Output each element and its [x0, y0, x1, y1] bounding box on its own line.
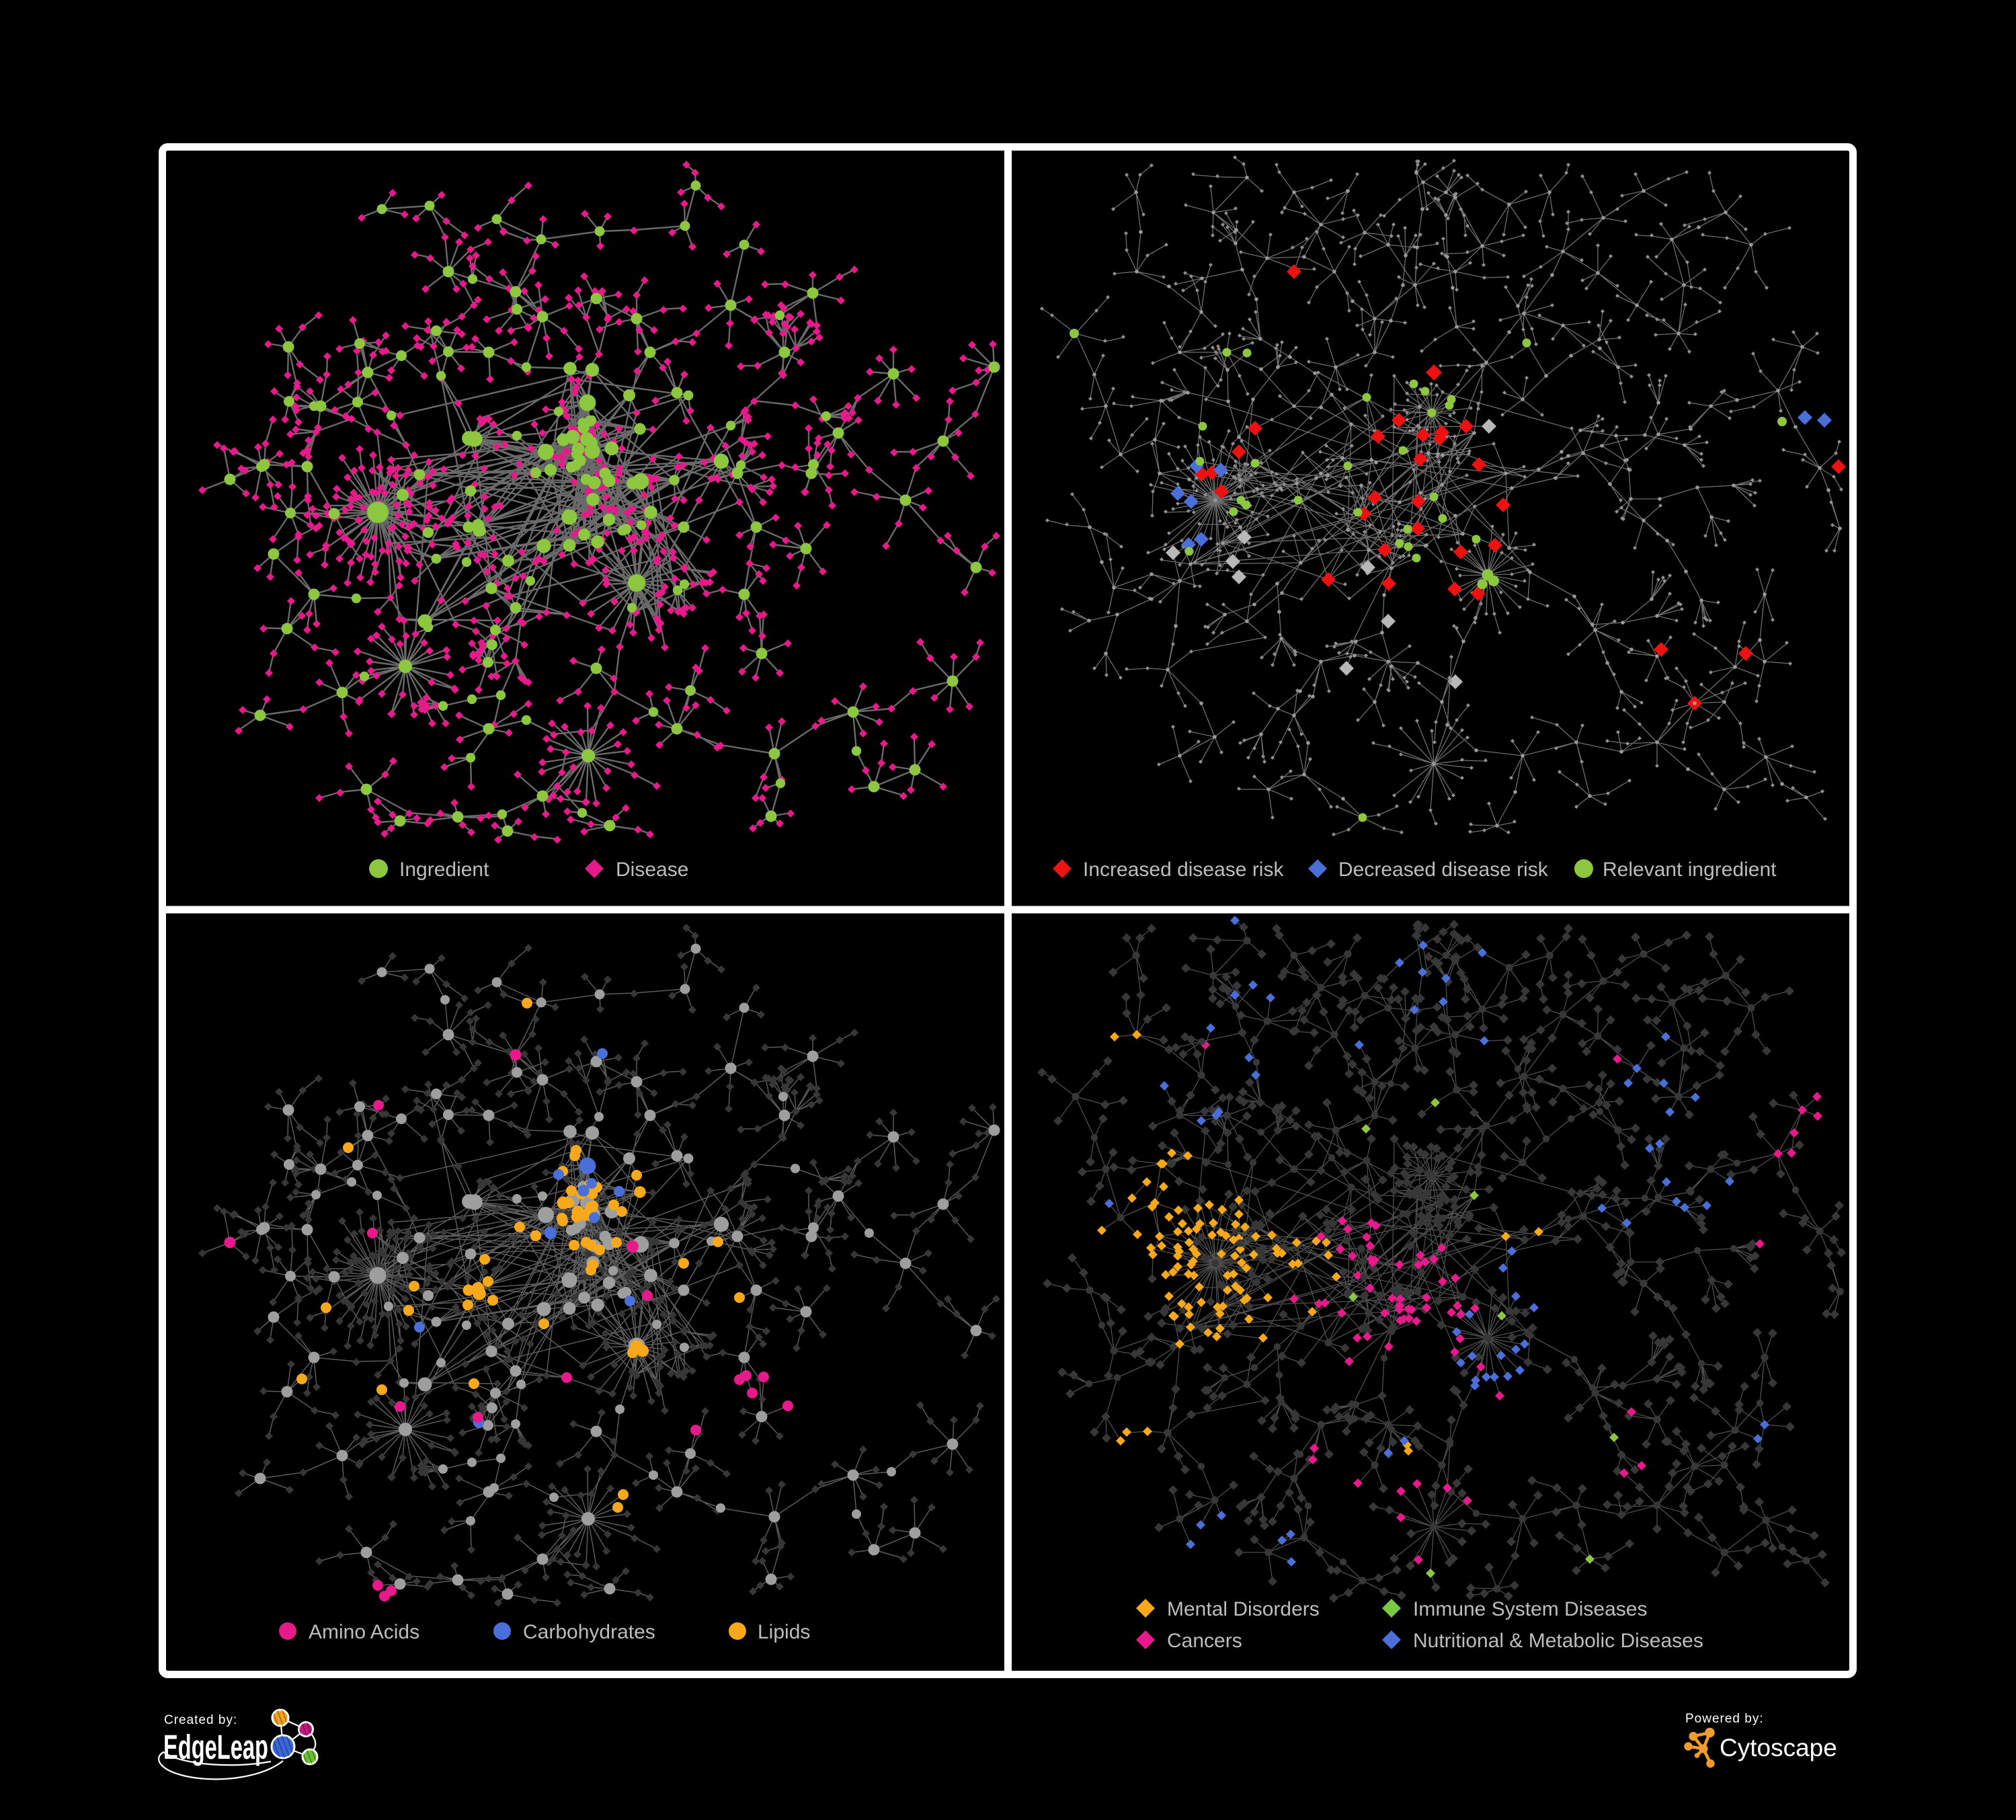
svg-text:Cytoscape: Cytoscape: [1720, 1734, 1837, 1762]
svg-text:Lipids: Lipids: [758, 1621, 810, 1643]
svg-text:Carbohydrates: Carbohydrates: [523, 1621, 655, 1643]
svg-text:Amino Acids: Amino Acids: [309, 1621, 419, 1643]
svg-text:Ingredient: Ingredient: [399, 859, 489, 881]
svg-text:Created by:: Created by:: [164, 1713, 237, 1727]
svg-text:EdgeLeap: EdgeLeap: [163, 1729, 268, 1767]
svg-text:Decreased disease risk: Decreased disease risk: [1338, 859, 1549, 881]
svg-text:Nutritional & Metabolic Diseas: Nutritional & Metabolic Diseases: [1413, 1630, 1703, 1652]
svg-text:Powered by:: Powered by:: [1685, 1712, 1764, 1726]
svg-text:Disease: Disease: [616, 859, 688, 881]
svg-text:Cancers: Cancers: [1167, 1630, 1242, 1652]
svg-text:Mental Disorders: Mental Disorders: [1167, 1598, 1320, 1620]
svg-text:Increased disease risk: Increased disease risk: [1083, 859, 1284, 881]
svg-text:Immune System Diseases: Immune System Diseases: [1413, 1598, 1647, 1620]
svg-text:Relevant ingredient: Relevant ingredient: [1603, 859, 1777, 881]
